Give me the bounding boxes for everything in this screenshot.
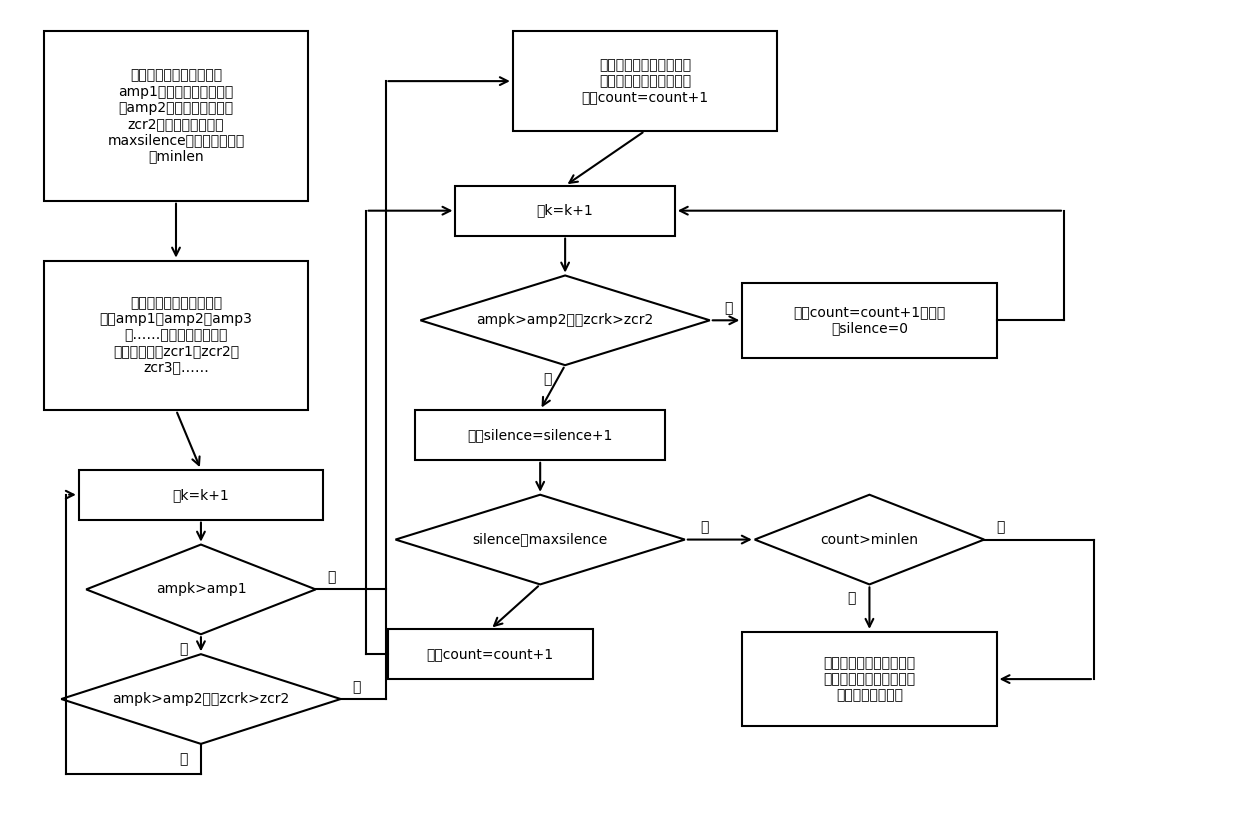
Text: 取k=k+1: 取k=k+1 <box>537 204 594 218</box>
Bar <box>388 630 593 679</box>
Text: 否: 否 <box>996 521 1004 535</box>
Text: 是: 是 <box>327 570 336 584</box>
Text: silence＜maxsilence: silence＜maxsilence <box>472 532 608 546</box>
Text: 将该帧弧声信号记为异常
信号区间的结束帧，提取
弧声信号异常区间: 将该帧弧声信号记为异常 信号区间的结束帧，提取 弧声信号异常区间 <box>823 656 915 702</box>
Bar <box>455 185 675 236</box>
Text: 取k=k+1: 取k=k+1 <box>172 488 229 502</box>
Polygon shape <box>87 545 316 634</box>
Text: count>minlen: count>minlen <box>821 532 919 546</box>
Bar <box>513 31 777 131</box>
Text: ampk>amp1: ampk>amp1 <box>156 583 247 597</box>
Polygon shape <box>61 654 341 744</box>
Text: 是: 是 <box>847 592 856 606</box>
Text: 更新count=count+1: 更新count=count+1 <box>427 647 554 661</box>
Text: 设定短时能量阈值高门限
amp1、短时能量阈值低门
限amp2、短时过零率阈值
zcr2、最大无声段长度
maxsilence和最小语音段长
度minlen: 设定短时能量阈值高门限 amp1、短时能量阈值低门 限amp2、短时过零率阈值 … <box>108 68 244 163</box>
Polygon shape <box>755 494 985 584</box>
Text: ampk>amp2并且zcrk>zcr2: ampk>amp2并且zcrk>zcr2 <box>476 313 653 327</box>
Text: 否: 否 <box>179 751 187 765</box>
Bar <box>415 410 665 460</box>
Bar <box>43 260 309 410</box>
Text: 是: 是 <box>699 521 708 535</box>
Text: 是: 是 <box>352 680 361 694</box>
Text: 否: 否 <box>543 372 552 386</box>
Bar <box>743 632 997 727</box>
Text: ampk>amp2并且zcrk>zcr2: ampk>amp2并且zcrk>zcr2 <box>113 692 290 706</box>
Polygon shape <box>396 494 684 584</box>
Bar <box>43 31 309 201</box>
Bar <box>78 470 324 520</box>
Text: 将该帧弧声信号记为弧声
信号异常区间的起始帧，
更新count=count+1: 将该帧弧声信号记为弧声 信号异常区间的起始帧， 更新count=count+1 <box>582 58 708 105</box>
Text: 更新count=count+1，初始
化silence=0: 更新count=count+1，初始 化silence=0 <box>794 305 946 335</box>
Text: 更新silence=silence+1: 更新silence=silence+1 <box>467 428 613 442</box>
Text: 否: 否 <box>179 642 187 656</box>
Text: 是: 是 <box>724 302 733 316</box>
Bar <box>743 283 997 358</box>
Polygon shape <box>420 275 709 365</box>
Text: 记各帧弧声信号的短时能
量为amp1，amp2，amp3
，……，各帧弧声信号的
短时过零率为zcr1，zcr2，
zcr3，……: 记各帧弧声信号的短时能 量为amp1，amp2，amp3 ，……，各帧弧声信号的… <box>99 296 253 375</box>
